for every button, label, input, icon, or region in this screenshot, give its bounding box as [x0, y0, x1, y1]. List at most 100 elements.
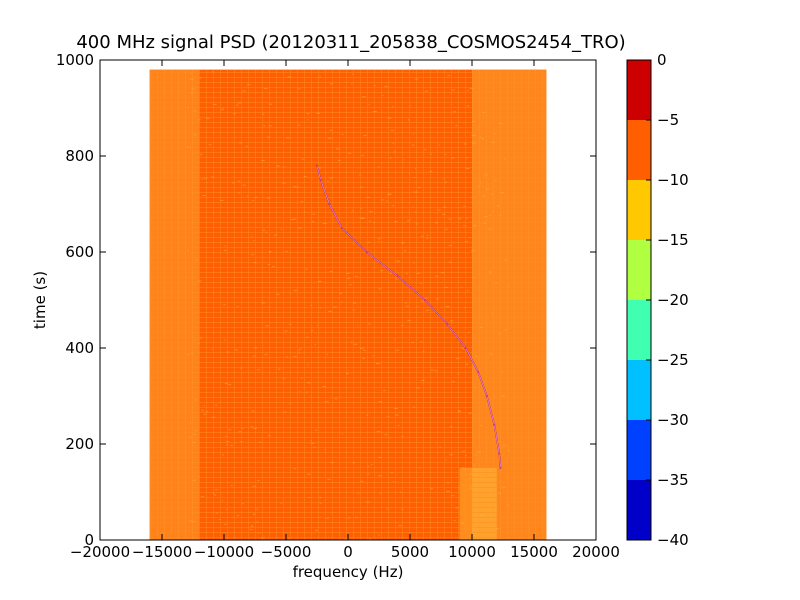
psd-speckle-cell — [391, 205, 395, 207]
psd-speckle-cell — [349, 284, 352, 286]
psd-speckle-cell — [418, 467, 421, 469]
psd-speckle-cell — [224, 339, 226, 341]
psd-speckle-cell — [219, 519, 221, 521]
psd-speckle-cell — [266, 197, 271, 199]
colorbar-tick-label: −5 — [657, 111, 679, 129]
psd-speckle-cell — [234, 349, 239, 351]
psd-speckle-cell — [421, 235, 424, 237]
psd-speckle-cell — [224, 245, 226, 247]
y-tick-label: 400 — [65, 339, 94, 357]
signal-trace-point — [340, 227, 343, 229]
colorbar-tick-label: −35 — [657, 471, 689, 489]
psd-speckle-cell — [435, 298, 439, 300]
psd-speckle-cell — [280, 502, 283, 504]
psd-speckle-cell — [471, 527, 475, 529]
psd-speckle-cell — [300, 377, 303, 379]
psd-speckle-cell — [316, 112, 320, 114]
psd-speckle-cell — [240, 367, 243, 369]
psd-speckle-cell — [478, 186, 480, 188]
psd-speckle-cell — [203, 413, 206, 415]
psd-speckle-cell — [500, 192, 505, 194]
psd-speckle-cell — [368, 323, 371, 325]
psd-speckle-cell — [187, 146, 191, 148]
psd-speckle-cell — [361, 218, 365, 220]
colorbar: 0 −5 −10 −15 −20 −25 −30 −35 −40 — [626, 51, 689, 549]
psd-speckle-cell — [499, 214, 502, 216]
psd-speckle-cell — [390, 472, 394, 474]
psd-speckle-cell — [454, 519, 456, 521]
psd-speckle-cell — [222, 454, 224, 456]
psd-speckle-cell — [503, 158, 506, 160]
psd-speckle-cell — [190, 353, 194, 355]
psd-speckle-cell — [504, 259, 508, 261]
psd-speckle-cell — [450, 426, 453, 428]
psd-speckle-cell — [403, 250, 407, 252]
psd-speckle-cell — [303, 211, 306, 213]
psd-speckle-cell — [282, 182, 286, 184]
psd-speckle-cell — [253, 347, 257, 349]
psd-speckle-cell — [469, 485, 472, 487]
psd-speckle-cell — [290, 219, 295, 221]
psd-speckle-cell — [423, 297, 427, 299]
psd-speckle-cell — [422, 351, 425, 353]
psd-speckle-cell — [442, 214, 445, 216]
psd-speckle-cell — [330, 461, 334, 463]
psd-speckle-cell — [469, 88, 474, 90]
psd-speckle-cell — [211, 176, 215, 178]
psd-speckle-cell — [489, 353, 493, 355]
psd-speckle-cell — [233, 113, 236, 115]
psd-speckle-cell — [410, 105, 412, 107]
psd-heatmap-column-striation — [149, 69, 547, 540]
psd-speckle-cell — [254, 196, 258, 198]
psd-speckle-cell — [193, 110, 197, 112]
psd-speckle-cell — [372, 221, 375, 223]
y-tick-label: 1000 — [56, 51, 94, 69]
psd-speckle-cell — [507, 450, 510, 452]
x-tick-label: 15000 — [510, 543, 558, 561]
psd-speckle-cell — [415, 223, 418, 225]
psd-speckle-cell — [369, 220, 371, 222]
psd-speckle-cell — [269, 103, 273, 105]
psd-speckle-cell — [306, 113, 310, 115]
psd-speckle-cell — [442, 206, 447, 208]
psd-speckle-cell — [468, 412, 472, 414]
psd-speckle-cell — [429, 170, 433, 172]
psd-speckle-cell — [194, 134, 198, 136]
psd-speckle-cell — [254, 508, 258, 510]
psd-speckle-cell — [471, 121, 476, 123]
psd-speckle-cell — [440, 272, 445, 274]
psd-speckle-cell — [236, 515, 240, 517]
signal-trace-point — [423, 299, 426, 301]
psd-speckle-cell — [299, 348, 302, 350]
psd-speckle-cell — [372, 355, 375, 357]
psd-speckle-cell — [425, 309, 429, 311]
psd-speckle-cell — [220, 109, 224, 111]
x-axis: −20000 −15000 −10000 −5000 0 5000 10000 15000 20… — [70, 60, 620, 561]
psd-speckle-cell — [455, 358, 460, 360]
plot-area — [149, 69, 547, 541]
psd-speckle-cell — [401, 199, 403, 201]
psd-speckle-cell — [339, 292, 342, 294]
psd-speckle-cell — [301, 158, 304, 160]
psd-speckle-cell — [451, 495, 455, 497]
psd-speckle-cell — [200, 154, 203, 156]
psd-speckle-cell — [260, 160, 265, 162]
psd-speckle-cell — [469, 487, 474, 489]
psd-speckle-cell — [276, 165, 280, 167]
psd-speckle-cell — [413, 177, 416, 179]
psd-speckle-cell — [191, 88, 195, 90]
psd-speckle-cell — [316, 324, 319, 326]
psd-speckle-cell — [409, 252, 411, 254]
psd-speckle-cell — [435, 275, 439, 277]
psd-speckle-cell — [394, 338, 396, 340]
psd-speckle-cell — [237, 192, 240, 194]
signal-trace-point — [493, 423, 496, 426]
colorbar-segment — [627, 300, 651, 360]
psd-speckle-cell — [312, 213, 315, 215]
psd-speckle-cell — [401, 325, 404, 327]
psd-speckle-cell — [408, 118, 410, 120]
psd-speckle-cell — [199, 337, 203, 339]
psd-speckle-cell — [387, 194, 390, 196]
psd-speckle-cell — [445, 228, 448, 230]
psd-speckle-cell — [378, 238, 381, 240]
